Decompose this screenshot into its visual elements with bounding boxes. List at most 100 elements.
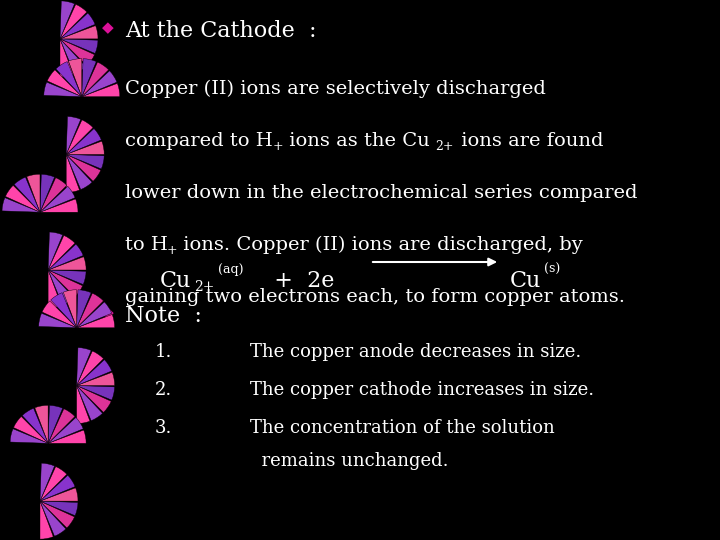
- Text: Cu: Cu: [160, 270, 192, 292]
- Wedge shape: [60, 1, 75, 39]
- Text: 2+: 2+: [435, 140, 454, 153]
- Wedge shape: [27, 174, 40, 212]
- Wedge shape: [82, 62, 109, 97]
- Text: 3.: 3.: [155, 419, 172, 437]
- Text: Cu: Cu: [510, 270, 541, 292]
- Text: +  2e: + 2e: [260, 270, 334, 292]
- Text: Copper (II) ions are selectively discharged: Copper (II) ions are selectively dischar…: [125, 80, 546, 98]
- Wedge shape: [48, 406, 63, 443]
- Text: +: +: [273, 140, 284, 153]
- Wedge shape: [6, 185, 40, 212]
- Wedge shape: [66, 154, 92, 190]
- Text: ions. Copper (II) ions are discharged, by: ions. Copper (II) ions are discharged, b…: [177, 236, 582, 254]
- Text: ions as the Cu: ions as the Cu: [283, 132, 430, 150]
- Wedge shape: [22, 408, 48, 443]
- Wedge shape: [48, 430, 86, 443]
- Text: gaining two electrons each, to form copper atoms.: gaining two electrons each, to form copp…: [125, 288, 625, 306]
- Wedge shape: [40, 501, 66, 536]
- Text: ◆: ◆: [102, 20, 114, 35]
- Wedge shape: [14, 416, 48, 443]
- Text: The copper cathode increases in size.: The copper cathode increases in size.: [250, 381, 594, 399]
- Wedge shape: [40, 178, 67, 212]
- Wedge shape: [39, 313, 76, 328]
- Wedge shape: [60, 39, 86, 74]
- Wedge shape: [68, 59, 82, 97]
- Wedge shape: [42, 301, 76, 328]
- Wedge shape: [60, 25, 98, 39]
- Wedge shape: [76, 360, 112, 386]
- Text: The concentration of the solution: The concentration of the solution: [250, 419, 554, 437]
- Wedge shape: [76, 386, 114, 400]
- Text: (s): (s): [544, 263, 560, 276]
- Wedge shape: [82, 59, 96, 97]
- Wedge shape: [76, 302, 112, 328]
- Wedge shape: [40, 463, 55, 501]
- Text: The copper anode decreases in size.: The copper anode decreases in size.: [250, 343, 581, 361]
- Wedge shape: [60, 13, 95, 39]
- Wedge shape: [76, 314, 114, 328]
- Wedge shape: [48, 270, 86, 285]
- Text: ◆: ◆: [102, 305, 114, 320]
- Wedge shape: [40, 488, 78, 501]
- Wedge shape: [48, 232, 63, 270]
- Text: (aq): (aq): [218, 263, 243, 276]
- Text: to H: to H: [125, 236, 168, 254]
- Wedge shape: [14, 177, 40, 212]
- Wedge shape: [48, 270, 74, 305]
- Wedge shape: [82, 83, 120, 97]
- Wedge shape: [40, 199, 78, 212]
- Wedge shape: [76, 351, 104, 386]
- Wedge shape: [48, 270, 61, 308]
- Wedge shape: [76, 290, 91, 328]
- Text: compared to H: compared to H: [125, 132, 273, 150]
- Wedge shape: [48, 270, 83, 297]
- Wedge shape: [66, 154, 104, 169]
- Text: +: +: [167, 244, 178, 257]
- Text: remains unchanged.: remains unchanged.: [250, 452, 449, 470]
- Wedge shape: [44, 82, 82, 97]
- Wedge shape: [2, 198, 40, 212]
- Wedge shape: [76, 386, 111, 413]
- Wedge shape: [40, 475, 75, 501]
- Wedge shape: [48, 235, 75, 270]
- Wedge shape: [48, 256, 86, 270]
- Wedge shape: [76, 372, 114, 386]
- Wedge shape: [82, 71, 117, 97]
- Wedge shape: [66, 154, 101, 181]
- Wedge shape: [66, 154, 79, 192]
- Wedge shape: [66, 120, 93, 154]
- Wedge shape: [40, 501, 78, 516]
- Wedge shape: [48, 244, 84, 270]
- Text: ions are found: ions are found: [455, 132, 603, 150]
- Text: 1.: 1.: [155, 343, 172, 361]
- Wedge shape: [40, 174, 55, 212]
- Wedge shape: [63, 290, 76, 328]
- Wedge shape: [60, 39, 94, 66]
- Text: 2.: 2.: [155, 381, 172, 399]
- Wedge shape: [35, 406, 48, 443]
- Wedge shape: [76, 293, 104, 328]
- Wedge shape: [56, 62, 82, 97]
- Wedge shape: [48, 70, 82, 97]
- Wedge shape: [60, 39, 98, 53]
- Text: Note  :: Note :: [125, 305, 202, 327]
- Wedge shape: [76, 348, 91, 386]
- Wedge shape: [76, 386, 102, 421]
- Text: At the Cathode  :: At the Cathode :: [125, 20, 317, 42]
- Wedge shape: [48, 409, 75, 443]
- Wedge shape: [76, 386, 90, 423]
- Wedge shape: [40, 467, 67, 501]
- Wedge shape: [66, 129, 102, 154]
- Wedge shape: [40, 186, 75, 212]
- Wedge shape: [60, 4, 87, 39]
- Text: lower down in the electrochemical series compared: lower down in the electrochemical series…: [125, 184, 637, 202]
- Wedge shape: [40, 501, 75, 528]
- Wedge shape: [66, 141, 104, 154]
- Wedge shape: [48, 417, 84, 443]
- Wedge shape: [60, 39, 73, 77]
- Wedge shape: [10, 429, 48, 443]
- Wedge shape: [40, 501, 53, 539]
- Wedge shape: [50, 293, 76, 328]
- Text: 2+: 2+: [194, 280, 215, 294]
- Wedge shape: [66, 117, 81, 154]
